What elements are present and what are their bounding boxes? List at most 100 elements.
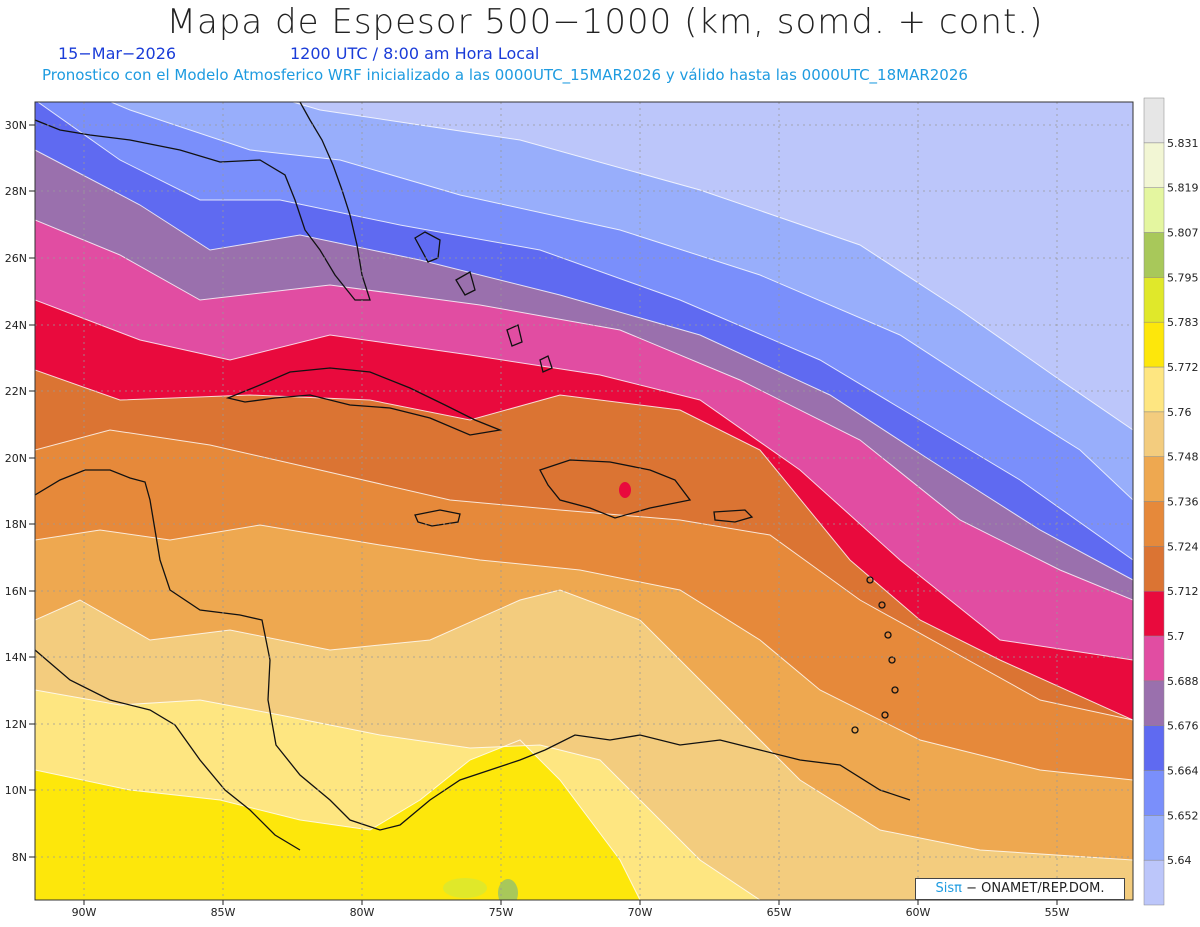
colorbar-swatch-15 [1143, 187, 1165, 233]
contour-line-3 [35, 149, 1133, 581]
colorbar-swatch-3 [1143, 725, 1165, 771]
colorbar-label-7: 5.724 [1167, 540, 1199, 553]
patch-high-2 [498, 879, 518, 900]
colorbar-swatch-1 [1143, 815, 1165, 861]
lat-label-18N: 18N [5, 518, 27, 531]
colorbar-label-4: 5.688 [1167, 675, 1199, 688]
colorbar-swatch-12 [1143, 321, 1165, 368]
colorbar-swatch-10 [1143, 411, 1165, 457]
lon-label-90W: 90W [72, 906, 97, 919]
coastline-10 [35, 649, 301, 851]
colorbar-swatch-2 [1143, 770, 1165, 816]
colorbar-swatch-7 [1143, 546, 1165, 592]
contour-line-1 [109, 102, 1133, 501]
lat-label-10N: 10N [5, 784, 27, 797]
colorbar-label-5: 5.7 [1167, 630, 1185, 643]
island-6 [851, 726, 859, 734]
lon-label-80W: 80W [350, 906, 375, 919]
colorbar-swatch-11 [1143, 366, 1165, 413]
contour-line-8 [35, 524, 1133, 781]
lat-label-8N: 8N [12, 851, 27, 864]
colorbar-label-15: 5.819 [1167, 182, 1199, 195]
grid-lines [35, 102, 1133, 900]
lat-label-20N: 20N [5, 452, 27, 465]
lat-label-12N: 12N [5, 718, 27, 731]
colorbar-label-1: 5.652 [1167, 809, 1199, 822]
colorbar-label-0: 5.64 [1167, 854, 1192, 867]
lon-label-60W: 60W [906, 906, 931, 919]
forecast-date: 15−Mar−2026 [58, 44, 177, 63]
colorbar-label-16: 5.831 [1167, 137, 1199, 150]
contour-line-4 [35, 219, 1133, 601]
colorbar-swatch-16 [1143, 142, 1165, 188]
lon-label-70W: 70W [628, 906, 653, 919]
colorbar: 5.64 5.652 5.664 5.676 5.688 5.7 5.712 5.724 5.7… [1143, 97, 1199, 906]
colorbar-label-13: 5.795 [1167, 271, 1199, 284]
colorbar-swatch-5 [1143, 635, 1165, 682]
island-0 [866, 576, 874, 584]
lon-label-75W: 75W [489, 906, 514, 919]
colorbar-label-11: 5.772 [1167, 361, 1199, 374]
contour-line-9 [35, 589, 1133, 861]
island-4 [891, 686, 899, 694]
island-1 [878, 601, 886, 609]
plot-frame [34, 101, 1134, 901]
contour-line-7 [35, 429, 1133, 721]
coastlines [35, 102, 911, 851]
coastline-9 [35, 469, 546, 831]
colorbar-label-6: 5.712 [1167, 585, 1199, 598]
credit-box: Sisπ − ONAMET/REP.DOM. [915, 878, 1125, 900]
map-title: Mapa de Espesor 500−1000 (km, somd. + co… [166, 2, 1044, 42]
colorbar-swatch-0 [1143, 859, 1165, 906]
coastline-4 [713, 509, 754, 523]
coastline-6 [455, 271, 476, 296]
lat-label-26N: 26N [5, 252, 27, 265]
valid-time: 1200 UTC / 8:00 am Hora Local [290, 44, 540, 63]
contour-line-11 [35, 739, 641, 900]
latitude-labels: 30N 28N 26N 24N 22N 20N 18N 16N 14N 12N 10N 8N [5, 119, 35, 864]
coastline-8 [539, 355, 553, 373]
coastline-0 [35, 102, 371, 301]
colorbar-swatch-4 [1143, 680, 1165, 726]
contour-line-5 [35, 299, 1133, 661]
model-subtitle: Pronostico con el Modelo Atmosferico WRF… [42, 66, 968, 84]
coastline-3 [414, 509, 461, 527]
colorbar-label-8: 5.736 [1167, 496, 1199, 509]
coastline-1 [225, 367, 503, 436]
island-2 [884, 631, 892, 639]
lat-label-30N: 30N [5, 119, 27, 132]
patch-high-1 [443, 878, 487, 898]
colorbar-label-2: 5.664 [1167, 765, 1199, 778]
colorbar-swatch-13 [1143, 277, 1165, 323]
lat-label-14N: 14N [5, 651, 27, 664]
colorbar-label-10: 5.76 [1167, 406, 1192, 419]
lon-label-85W: 85W [211, 906, 236, 919]
colorbar-swatch-6 [1143, 590, 1165, 637]
coastline-7 [506, 324, 523, 347]
patch-hispaniola [619, 482, 631, 498]
lat-label-28N: 28N [5, 185, 27, 198]
thickness-band-0 [292, 102, 1133, 430]
longitude-labels: 90W 85W 80W 75W 70W 65W 60W 55W [72, 900, 1070, 919]
contour-line-0 [291, 102, 1133, 431]
contour-line-2 [36, 102, 1133, 561]
lon-label-65W: 65W [767, 906, 792, 919]
colorbar-label-14: 5.807 [1167, 227, 1199, 240]
colorbar-swatch-9 [1143, 456, 1165, 502]
lat-label-22N: 22N [5, 385, 27, 398]
island-5 [881, 711, 889, 719]
colorbar-label-3: 5.676 [1167, 720, 1199, 733]
colorbar-label-12: 5.783 [1167, 316, 1199, 329]
colorbar-swatch-14 [1143, 232, 1165, 278]
island-3 [888, 656, 896, 664]
lat-label-16N: 16N [5, 585, 27, 598]
lon-label-55W: 55W [1045, 906, 1070, 919]
coastline-2 [539, 459, 692, 519]
credit-org: − ONAMET/REP.DOM. [966, 881, 1105, 896]
coastline-11 [544, 734, 911, 801]
credit-sis: Sisπ [935, 881, 962, 896]
lat-label-24N: 24N [5, 319, 27, 332]
colorbar-swatch-17 [1143, 97, 1165, 144]
